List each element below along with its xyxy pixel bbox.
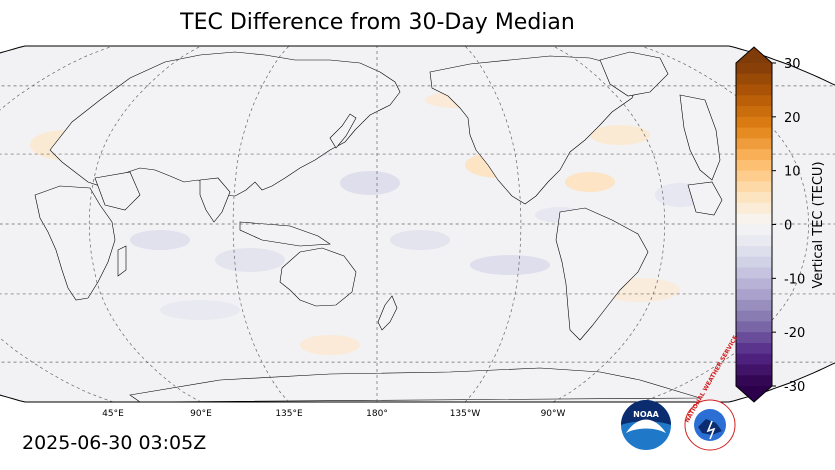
map-title: TEC Difference from 30-Day Median: [180, 10, 575, 35]
colorbar-band: [736, 246, 772, 258]
positive-anomaly-patch: [300, 335, 360, 355]
colorbar: 30 20 10 0 -10 -20 -30 Vertical TEC (TECU): [735, 46, 826, 403]
colorbar-max-extension: [736, 47, 772, 63]
lightning-icon: [706, 420, 716, 440]
colorbar-tick-label: -20: [784, 326, 805, 341]
colorbar-band: [736, 278, 772, 290]
colorbar-band: [736, 181, 772, 193]
colorbar-band: [736, 149, 772, 161]
colorbar-band: [736, 235, 772, 247]
landmass-asia: [49, 51, 401, 197]
colorbar-band: [736, 127, 772, 139]
meridian-line: [88, 46, 202, 402]
colorbar-band: [736, 267, 772, 279]
noaa-logo-wave: [626, 419, 666, 433]
colorbar-band: [736, 63, 772, 75]
longitude-label: 135°E: [275, 409, 303, 419]
landmass-europe: [679, 94, 721, 181]
meridian-line: [464, 46, 522, 402]
positive-anomaly-patch: [565, 172, 615, 192]
colorbar-tick-label: 10: [784, 165, 801, 180]
colorbar-band: [736, 202, 772, 215]
colorbar-band: [736, 224, 772, 236]
colorbar-band: [736, 138, 772, 150]
colorbar-band: [736, 192, 772, 204]
meridian-line: [232, 46, 290, 402]
colorbar-tick-label: 0: [784, 219, 792, 234]
negative-anomaly-patch: [390, 230, 450, 250]
colorbar-min-extension: [736, 386, 772, 402]
longitude-label: 135°W: [450, 409, 481, 419]
landmass-japan: [329, 113, 357, 149]
landmass-australia: [279, 247, 357, 307]
landmass-arabia: [94, 171, 141, 211]
colorbar-band: [736, 95, 772, 107]
negative-anomaly-patch: [340, 171, 400, 195]
colorbar-band: [736, 84, 772, 96]
colorbar-bands: [736, 47, 772, 402]
colorbar-band: [736, 289, 772, 301]
negative-anomaly-patch: [160, 300, 240, 320]
landmass-greenland: [599, 51, 669, 97]
colorbar-band: [736, 213, 772, 225]
colorbar-band: [736, 116, 772, 129]
meridian-line: [0, 46, 114, 402]
colorbar-tick-label: -10: [784, 272, 805, 287]
colorbar-band: [736, 73, 772, 86]
colorbar-band: [736, 375, 772, 387]
landmass-south-america: [555, 207, 649, 341]
colorbar-tick-label: -30: [784, 380, 805, 395]
colorbar-label: Vertical TEC (TECU): [811, 161, 826, 288]
coastlines: [34, 51, 723, 402]
longitude-label: 45°E: [102, 409, 124, 419]
colorbar-tick-label: 20: [784, 111, 801, 126]
landmass-africa: [34, 185, 116, 301]
map-panel: 60°N30°N0°30°S60°S 45°E90°E135°E180°135°…: [0, 45, 835, 419]
longitude-label: 90°W: [541, 409, 566, 419]
noaa-logo-upper: [621, 400, 671, 425]
colorbar-band: [736, 310, 772, 322]
landmass-north-america: [429, 55, 641, 205]
timestamp-label: 2025-06-30 03:05Z: [22, 432, 207, 454]
longitude-label: 180°: [366, 409, 388, 419]
colorbar-band: [736, 332, 772, 344]
colorbar-tick-label: 30: [784, 57, 801, 72]
landmass-madagascar: [117, 245, 127, 277]
negative-anomaly-patch: [130, 230, 190, 250]
longitude-label: 90°E: [190, 409, 212, 419]
colorbar-band: [736, 170, 772, 182]
landmass-indonesia: [239, 221, 331, 247]
negative-anomaly-patch: [470, 255, 550, 275]
colorbar-band: [736, 299, 772, 312]
negative-anomaly-patch: [215, 248, 285, 272]
landmass-india: [199, 177, 231, 223]
colorbar-band: [736, 256, 772, 269]
globe-outline: [0, 45, 835, 403]
landmass-west-africa: [687, 181, 723, 216]
noaa-logo: NOAA: [621, 400, 671, 450]
colorbar-band: [736, 353, 772, 365]
landmass-antarctica: [129, 367, 701, 402]
landmass-new-zealand: [377, 295, 398, 331]
colorbar-band: [736, 342, 772, 355]
colorbar-band: [736, 364, 772, 376]
colorbar-band: [736, 106, 772, 118]
meridian-line: [552, 46, 666, 402]
colorbar-band: [736, 159, 772, 172]
colorbar-band: [736, 321, 772, 333]
colorbar-ticks: 30 20 10 0 -10 -20 -30: [772, 57, 805, 395]
positive-anomaly-patch: [590, 125, 650, 145]
noaa-logo-text: NOAA: [633, 410, 659, 419]
